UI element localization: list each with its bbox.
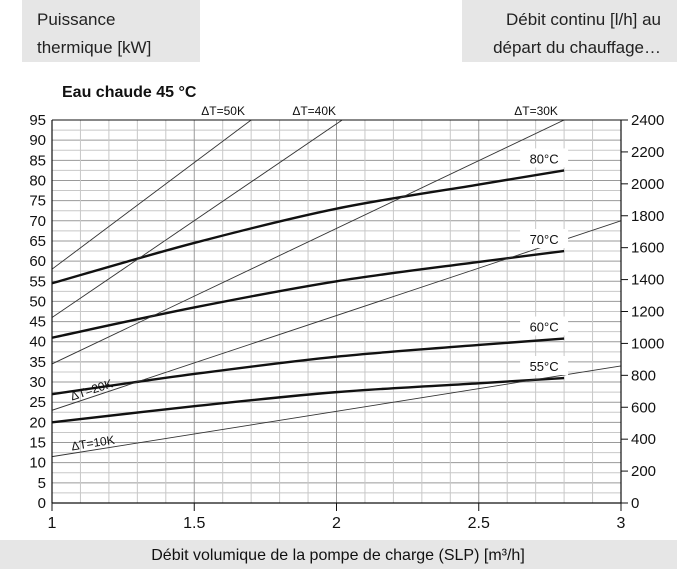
y2-tick-label: 2000 <box>631 176 664 193</box>
series-line-ΔT=10K <box>52 365 621 458</box>
series-line-55°C <box>52 376 565 424</box>
x-tick-label: 2 <box>332 515 341 532</box>
y2-tick-label: 0 <box>631 495 639 512</box>
series-label-80°C: 80°C <box>530 151 559 166</box>
y-tick-label: 80 <box>29 172 46 189</box>
y-tick-label: 65 <box>29 233 46 250</box>
y-tick-label: 5 <box>38 475 46 492</box>
series-line-ΔT=40K <box>52 120 343 318</box>
series-line-ΔT=50K <box>52 120 252 270</box>
y-tick-label: 55 <box>29 273 46 290</box>
y2-tick-label: 1800 <box>631 208 664 225</box>
y-tick-label: 75 <box>29 193 46 210</box>
series-label-60°C: 60°C <box>530 320 559 335</box>
series-label-bg <box>520 316 569 336</box>
y-tick-label: 70 <box>29 213 46 230</box>
x-tick-label: 2.5 <box>468 515 490 532</box>
x-tick-label: 3 <box>617 515 626 532</box>
y2-tick-label: 400 <box>631 431 656 448</box>
y2-tick-label: 2200 <box>631 144 664 161</box>
delta-t-label-ΔT=40K: ΔT=40K <box>292 104 336 118</box>
right-axis-title-line-2: départ du chauffage… <box>493 38 661 57</box>
y2-tick-label: 1400 <box>631 272 664 289</box>
x-axis-title: Débit volumique de la pompe de charge (S… <box>151 547 525 564</box>
tick-labels: 0 5 10 15 20 25 30 35 40 45 50 55 60 65 70 75 80 85 90 95 0 2… <box>29 112 664 532</box>
delta-t-label-ΔT=30K: ΔT=30K <box>514 104 558 118</box>
y2-tick-label: 1000 <box>631 335 664 352</box>
series-lines <box>52 120 621 458</box>
y-tick-label: 10 <box>29 455 46 472</box>
y-tick-label: 25 <box>29 394 46 411</box>
series-label-bg <box>520 148 569 168</box>
left-axis-title-panel <box>22 0 200 62</box>
y-tick-label: 50 <box>29 293 46 310</box>
y-tick-label: 35 <box>29 354 46 371</box>
right-axis-title-line-1: Débit continu [l/h] au <box>506 10 661 29</box>
series-label-bg <box>520 356 569 376</box>
y-tick-label: 0 <box>38 495 46 512</box>
series-line-ΔT=20K <box>52 220 621 411</box>
y-tick-label: 15 <box>29 435 46 452</box>
y-tick-label: 20 <box>29 414 46 431</box>
series-label-55°C: 55°C <box>530 359 559 374</box>
y2-tick-label: 2400 <box>631 112 664 129</box>
y2-tick-label: 800 <box>631 367 656 384</box>
x-tick-label: 1 <box>48 515 57 532</box>
delta-t-label-ΔT=10K: ΔT=10K <box>70 433 115 454</box>
series-line-70°C <box>52 249 565 339</box>
y-tick-label: 30 <box>29 374 46 391</box>
series-line-60°C <box>52 337 565 396</box>
y2-tick-label: 1600 <box>631 240 664 257</box>
y-tick-label: 45 <box>29 314 46 331</box>
y2-tick-label: 600 <box>631 399 656 416</box>
y-tick-label: 85 <box>29 152 46 169</box>
gridlines <box>51 119 622 504</box>
series-label-bg <box>520 229 569 249</box>
series-line-ΔT=30K <box>52 120 565 365</box>
series-labels: 80°C70°C60°C55°CΔT=50K ΔT=40K ΔT=30KΔT=20K… <box>69 104 569 453</box>
y-tick-label: 60 <box>29 253 46 270</box>
y-tick-label: 40 <box>29 334 46 351</box>
axes <box>51 119 628 511</box>
y2-tick-label: 200 <box>631 463 656 480</box>
left-axis-title-line-2: thermique [kW] <box>37 38 152 57</box>
series-label-70°C: 70°C <box>530 232 559 247</box>
y2-tick-label: 1200 <box>631 304 664 321</box>
x-axis-title-panel <box>0 540 677 569</box>
delta-t-label-ΔT=50K: ΔT=50K <box>201 104 245 118</box>
x-tick-label: 1.5 <box>183 515 205 532</box>
left-axis-title-line-1: Puissance <box>37 10 116 29</box>
y-tick-label: 95 <box>29 112 46 129</box>
y-tick-label: 90 <box>29 132 46 149</box>
chart-title: Eau chaude 45 °C <box>62 84 197 101</box>
right-axis-title-panel <box>462 0 677 62</box>
